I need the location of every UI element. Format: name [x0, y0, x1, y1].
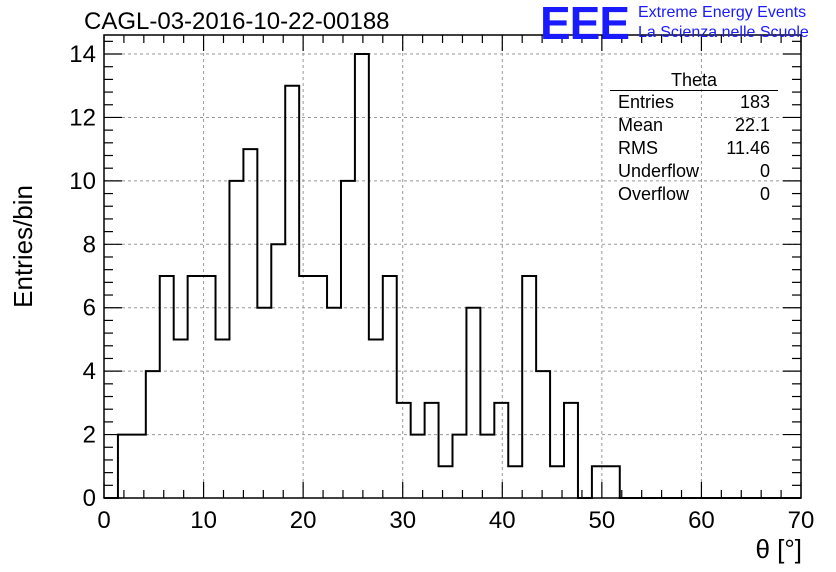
y-tick-label: 4	[83, 358, 96, 385]
histogram-bin	[313, 276, 327, 498]
stats-label: Underflow	[618, 161, 700, 181]
y-tick-label: 12	[69, 104, 96, 131]
histogram-bin	[341, 181, 355, 498]
stats-row-entries: Entries 183	[610, 91, 778, 114]
y-tick-label: 0	[83, 485, 96, 512]
logo-line-2: La Scienza nelle Scuole	[638, 24, 809, 41]
stats-title: Theta	[610, 70, 778, 91]
stats-value: 0	[759, 184, 770, 204]
stats-label: Entries	[618, 92, 675, 112]
logo-line-1: Extreme Energy Events	[638, 4, 807, 21]
stats-value: 22.1	[734, 115, 770, 135]
histogram-bin	[118, 435, 132, 498]
histogram-bin	[606, 466, 620, 498]
x-tick-label: 20	[290, 507, 317, 534]
stats-row-overflow: Overflow 0	[610, 183, 778, 206]
histogram-bin	[271, 244, 285, 498]
histogram-outline	[104, 53, 801, 499]
histogram-bin	[369, 339, 383, 498]
stats-row-rms: RMS 11.46	[610, 137, 778, 160]
stats-row-mean: Mean 22.1	[610, 114, 778, 137]
histogram-bin	[160, 276, 174, 498]
stats-row-underflow: Underflow 0	[610, 160, 778, 183]
histogram-bin	[466, 308, 480, 498]
histogram-bin	[592, 466, 606, 498]
x-tick-label: 70	[788, 507, 815, 534]
histogram-bin	[564, 403, 578, 498]
eee-logo: EEE	[540, 0, 630, 49]
histogram-bin	[425, 403, 439, 498]
chart-title: CAGL-03-2016-10-22-00188	[84, 8, 390, 35]
x-tick-label: 0	[97, 507, 110, 534]
histogram-bin	[327, 308, 341, 498]
stats-box: Theta Entries 183 Mean 22.1 RMS 11.46 Un…	[610, 70, 778, 206]
histogram-bin	[174, 339, 188, 498]
histogram-bin	[146, 371, 160, 498]
histogram-bin	[536, 371, 550, 498]
stats-label: RMS	[618, 138, 658, 158]
histogram-bin	[480, 435, 494, 498]
histogram-bin	[188, 276, 202, 498]
histogram-bin	[355, 54, 369, 498]
histogram-bin	[257, 308, 271, 498]
histogram-bin	[397, 403, 411, 498]
histogram-bin	[299, 276, 313, 498]
y-tick-label: 6	[83, 295, 96, 322]
histogram-bin	[383, 276, 397, 498]
histogram-bin	[243, 149, 257, 498]
histogram-bin	[285, 86, 299, 498]
histogram-bin	[132, 435, 146, 498]
histogram-bin	[229, 181, 243, 498]
histogram-bin	[508, 466, 522, 498]
histogram-bin	[411, 435, 425, 498]
histogram-bin	[522, 276, 536, 498]
y-tick-label: 14	[69, 41, 96, 68]
x-tick-label: 10	[190, 507, 217, 534]
stats-value: 0	[759, 161, 770, 181]
y-tick-label: 2	[83, 422, 96, 449]
histogram-bin	[202, 276, 216, 498]
histogram-bin	[453, 435, 467, 498]
histogram-bin	[216, 339, 230, 498]
x-tick-label: 30	[389, 507, 416, 534]
stats-label: Mean	[618, 115, 664, 135]
x-tick-label: 60	[688, 507, 715, 534]
stats-label: Overflow	[618, 184, 690, 204]
y-tick-label: 10	[69, 168, 96, 195]
histogram-bin	[439, 466, 453, 498]
y-axis-label: Entries/bin	[8, 185, 38, 308]
stats-value: 183	[739, 92, 770, 112]
x-tick-label: 50	[589, 507, 616, 534]
x-axis-label: θ [°]	[755, 534, 802, 564]
histogram-bin	[494, 403, 508, 498]
plot-frame	[103, 34, 802, 499]
y-tick-label: 8	[83, 231, 96, 258]
x-tick-label: 40	[489, 507, 516, 534]
stats-value: 11.46	[726, 138, 770, 158]
